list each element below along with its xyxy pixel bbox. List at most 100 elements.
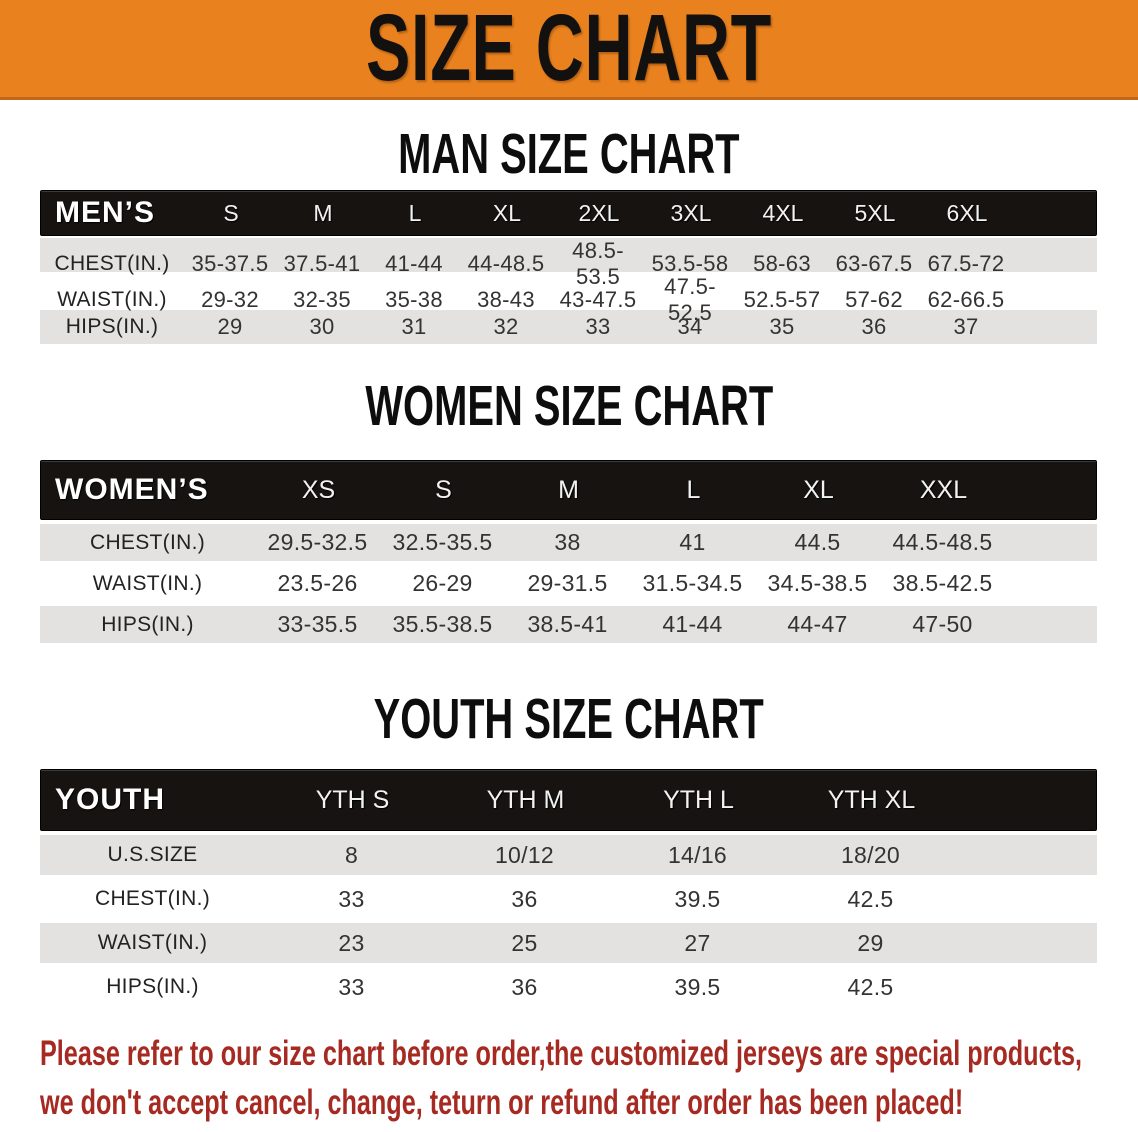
size-value: 29-31.5: [527, 570, 608, 596]
men-section-heading: MAN SIZE CHART: [0, 124, 1138, 184]
size-value: 32: [493, 314, 519, 339]
row-label: CHEST(IN.): [90, 530, 205, 554]
size-value: 35.5-38.5: [392, 611, 493, 637]
size-column-header: XL: [492, 199, 522, 226]
size-column-header: S: [223, 199, 239, 226]
size-value: 44.5-48.5: [892, 529, 993, 555]
youth-section-heading: YOUTH SIZE CHART: [0, 689, 1138, 749]
size-value: 38.5-42.5: [892, 570, 993, 596]
size-value: 42.5: [847, 973, 894, 1000]
women-size-chart-section: WOMEN SIZE CHART WOMEN’S XS S M L XL XXL…: [0, 376, 1138, 643]
size-value: 33: [338, 973, 365, 1000]
size-column-header: YTH XL: [827, 785, 916, 814]
women-chest-row: CHEST(IN.) 29.5-32.5 32.5-35.5 38 41 44.…: [40, 524, 1097, 561]
women-hips-row: HIPS(IN.) 33-35.5 35.5-38.5 38.5-41 41-4…: [40, 606, 1097, 643]
banner-title: SIZE CHART: [366, 0, 772, 101]
youth-ussize-row: U.S.SIZE 8 10/12 14/16 18/20: [40, 835, 1097, 875]
size-value: 52.5-57: [743, 287, 821, 312]
size-column-header: XS: [301, 475, 336, 504]
size-chart-banner: SIZE CHART: [0, 0, 1138, 100]
size-value: 41-44: [662, 611, 723, 637]
men-table-header-label: MEN’S: [55, 196, 156, 229]
youth-size-table: YOUTH YTH S YTH M YTH L YTH XL U.S.SIZE …: [40, 769, 1097, 1007]
size-value: 39.5: [674, 885, 721, 912]
size-value: 34.5-38.5: [767, 570, 868, 596]
size-value: 34: [677, 314, 703, 339]
size-value: 48.5-53.5: [572, 238, 624, 289]
size-column-header: YTH L: [663, 785, 734, 814]
size-column-header: YTH S: [315, 785, 390, 814]
size-value: 37.5-41: [283, 251, 361, 276]
disclaimer-line-2: we don't accept cancel, change, teturn o…: [40, 1083, 964, 1122]
row-label: WAIST(IN.): [57, 288, 167, 311]
size-column-header: 2XL: [578, 199, 620, 226]
size-value: 44.5: [794, 529, 841, 555]
youth-hips-row: HIPS(IN.) 33 36 39.5 42.5: [40, 967, 1097, 1007]
size-column-header: L: [686, 475, 701, 504]
size-value: 29.5-32.5: [267, 529, 368, 555]
men-section-heading-text: MAN SIZE CHART: [398, 122, 740, 186]
size-column-header: 5XL: [854, 199, 896, 226]
size-value: 26-29: [412, 570, 473, 596]
size-value: 36: [861, 314, 887, 339]
order-disclaimer: Please refer to our size chart before or…: [40, 1029, 1138, 1127]
size-column-header: S: [435, 475, 452, 504]
size-value: 44-47: [787, 611, 848, 637]
size-value: 39.5: [674, 973, 721, 1000]
size-value: 35-37.5: [191, 251, 269, 276]
women-table-header-row: WOMEN’S XS S M L XL XXL: [40, 460, 1097, 520]
size-column-header: L: [408, 199, 422, 226]
size-value: 31: [401, 314, 427, 339]
size-value: 44-48.5: [467, 251, 545, 276]
row-label: HIPS(IN.): [106, 975, 199, 998]
size-value: 36: [511, 973, 538, 1000]
size-value: 41: [679, 529, 706, 555]
size-value: 33-35.5: [277, 611, 358, 637]
men-table-header-row: MEN’S S M L XL 2XL 3XL 4XL 5XL 6XL: [40, 190, 1097, 236]
row-label: CHEST(IN.): [54, 252, 170, 275]
size-column-header: 3XL: [670, 199, 712, 226]
size-value: 62-66.5: [927, 287, 1005, 312]
men-size-chart-section: MAN SIZE CHART MEN’S S M L XL 2XL 3XL 4X…: [0, 124, 1138, 344]
disclaimer-line-1: Please refer to our size chart before or…: [40, 1034, 1083, 1073]
size-value: 33: [338, 885, 365, 912]
size-column-header: YTH M: [486, 785, 565, 814]
women-section-heading: WOMEN SIZE CHART: [0, 376, 1138, 436]
women-section-heading-text: WOMEN SIZE CHART: [365, 374, 773, 438]
size-value: 30: [309, 314, 335, 339]
size-value: 47-50: [912, 611, 973, 637]
row-label: CHEST(IN.): [95, 887, 210, 910]
men-hips-row: HIPS(IN.) 29 30 31 32 33 34 35 36 37: [40, 310, 1097, 344]
size-value: 67.5-72: [927, 251, 1005, 276]
row-label: WAIST(IN.): [97, 931, 208, 954]
row-label: U.S.SIZE: [107, 843, 198, 866]
size-value: 8: [344, 841, 359, 868]
row-label: HIPS(IN.): [65, 315, 159, 338]
size-value: 38-43: [477, 287, 535, 312]
size-value: 53.5-58: [651, 251, 729, 276]
size-value: 23.5-26: [277, 570, 358, 596]
size-column-header: 4XL: [762, 199, 804, 226]
size-value: 41-44: [385, 251, 443, 276]
size-value: 18/20: [840, 841, 901, 868]
women-waist-row: WAIST(IN.) 23.5-26 26-29 29-31.5 31.5-34…: [40, 565, 1097, 602]
size-value: 29-32: [201, 287, 259, 312]
size-value: 33: [585, 314, 611, 339]
size-column-header: 6XL: [946, 199, 988, 226]
size-value: 38.5-41: [527, 611, 608, 637]
youth-waist-row: WAIST(IN.) 23 25 27 29: [40, 923, 1097, 963]
size-column-header: M: [558, 475, 579, 504]
size-value: 58-63: [753, 251, 811, 276]
men-chest-row: CHEST(IN.) 35-37.5 37.5-41 41-44 44-48.5…: [40, 238, 1097, 289]
size-value: 31.5-34.5: [642, 570, 743, 596]
size-value: 23: [338, 929, 365, 956]
size-value: 29: [857, 929, 884, 956]
size-value: 32-35: [293, 287, 351, 312]
youth-size-chart-section: YOUTH SIZE CHART YOUTH YTH S YTH M YTH L…: [0, 689, 1138, 1007]
row-label: HIPS(IN.): [101, 612, 194, 636]
youth-table-header-row: YOUTH YTH S YTH M YTH L YTH XL: [40, 769, 1097, 831]
women-table-header-label: WOMEN’S: [55, 473, 209, 506]
size-column-header: M: [313, 199, 333, 226]
youth-table-header-label: YOUTH: [55, 783, 165, 816]
size-value: 37: [953, 314, 979, 339]
